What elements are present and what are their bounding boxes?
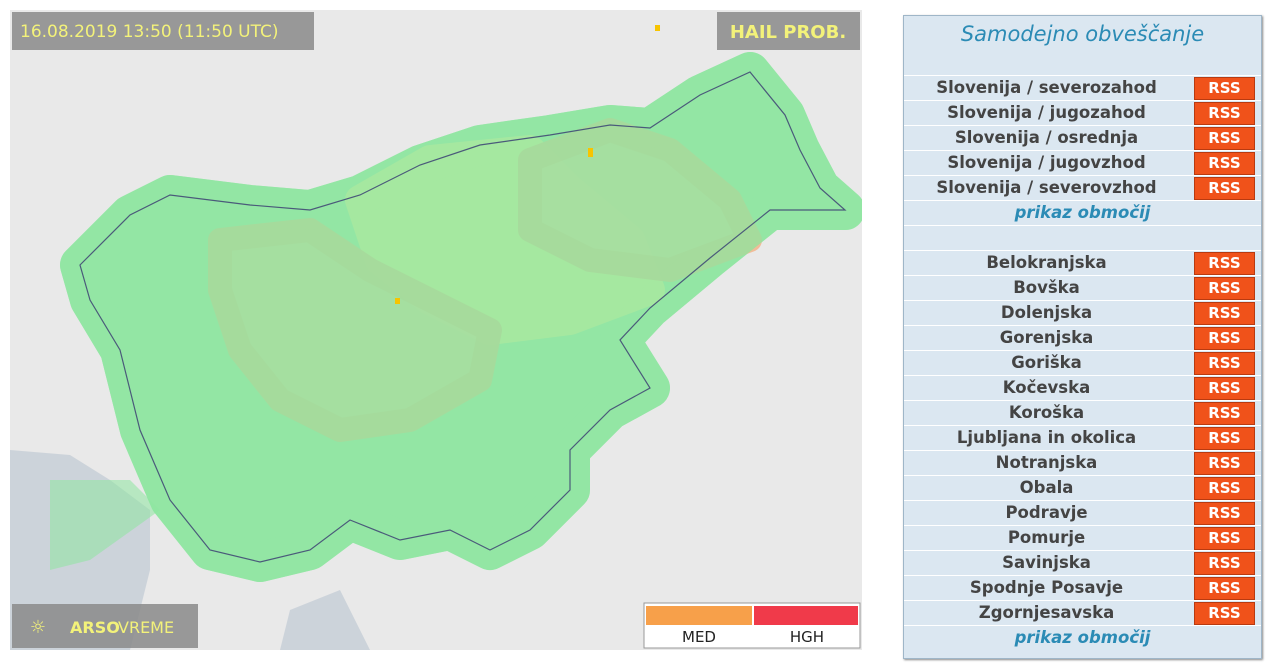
rss-button[interactable]: RSS <box>1194 127 1255 150</box>
region-row: Slovenija / severovzhod RSS <box>904 175 1261 200</box>
region-row: Kočevska RSS <box>904 375 1261 400</box>
region-row: Podravje RSS <box>904 500 1261 525</box>
region-row: Notranjska RSS <box>904 450 1261 475</box>
timestamp-box <box>12 12 314 50</box>
region-name: Slovenija / severozahod <box>936 78 1157 97</box>
region-name: Zgornjesavska <box>978 603 1115 622</box>
rss-button[interactable]: RSS <box>1194 402 1255 425</box>
region-name: Obala <box>1019 478 1074 497</box>
legend-label: MED <box>682 628 716 646</box>
hail-cell <box>588 148 593 157</box>
sea <box>280 590 370 650</box>
legend-label: HGH <box>790 628 824 646</box>
region-row: Slovenija / jugozahod RSS <box>904 100 1261 125</box>
region-row: Spodnje Posavje RSS <box>904 575 1261 600</box>
logo-suffix: VREME <box>118 618 174 637</box>
region-row: Savinjska RSS <box>904 550 1261 575</box>
rss-button[interactable]: RSS <box>1194 552 1255 575</box>
logo-brand: ARSO <box>70 618 120 637</box>
rss-button[interactable]: RSS <box>1194 502 1255 525</box>
rss-button[interactable]: RSS <box>1194 302 1255 325</box>
rss-button[interactable]: RSS <box>1194 477 1255 500</box>
rss-button[interactable]: RSS <box>1194 152 1255 175</box>
rss-button[interactable]: RSS <box>1194 252 1255 275</box>
sidebar-title: Samodejno obveščanje <box>960 22 1205 46</box>
product-box <box>717 12 860 50</box>
region-name: Slovenija / severovzhod <box>936 178 1157 197</box>
map: 16.08.2019 13:50 (11:50 UTC) HAIL PROB. … <box>10 10 862 650</box>
rss-button[interactable]: RSS <box>1194 177 1255 200</box>
spacer-row <box>904 225 1261 250</box>
rss-button[interactable]: RSS <box>1194 77 1255 100</box>
region-name: Bovška <box>1013 278 1080 297</box>
timestamp: 16.08.2019 13:50 (11:50 UTC) <box>20 22 279 42</box>
region-row: Zgornjesavska RSS <box>904 600 1261 625</box>
region-name: Notranjska <box>995 453 1098 472</box>
sidebar: Samodejno obveščanje Slovenija / severoz… <box>903 15 1262 659</box>
rss-button[interactable]: RSS <box>1194 577 1255 600</box>
region-row: Obala RSS <box>904 475 1261 500</box>
region-name: Koroška <box>1008 403 1085 422</box>
region-row: Ljubljana in okolica RSS <box>904 425 1261 450</box>
region-name: Slovenija / osrednja <box>954 128 1139 147</box>
region-row: Goriška RSS <box>904 350 1261 375</box>
rss-button[interactable]: RSS <box>1194 602 1255 625</box>
region-row: Belokranjska RSS <box>904 250 1261 275</box>
region-row: Dolenjska RSS <box>904 300 1261 325</box>
region-row: Slovenija / jugovzhod RSS <box>904 150 1261 175</box>
logo-icon: ☼ <box>30 617 46 638</box>
rss-button[interactable]: RSS <box>1194 327 1255 350</box>
rss-button[interactable]: RSS <box>1194 427 1255 450</box>
region-row: Koroška RSS <box>904 400 1261 425</box>
region-name: Spodnje Posavje <box>969 578 1124 597</box>
region-name: Ljubljana in okolica <box>956 428 1137 447</box>
link-row: prikaz območij <box>904 625 1261 650</box>
region-name: Podravje <box>1005 503 1088 522</box>
map-link[interactable]: prikaz območij <box>1014 628 1151 647</box>
legend-swatch <box>754 606 858 625</box>
region-name: Belokranjska <box>986 253 1107 272</box>
legend-swatch <box>646 606 752 625</box>
link-row: prikaz območij <box>904 200 1261 225</box>
logo-box <box>12 604 198 648</box>
region-row: Gorenjska RSS <box>904 325 1261 350</box>
region-row: Slovenija / osrednja RSS <box>904 125 1261 150</box>
region-row: Slovenija / severozahod RSS <box>904 75 1261 100</box>
region-name: Slovenija / jugozahod <box>947 103 1146 122</box>
region-name: Gorenjska <box>999 328 1094 347</box>
region-row: Bovška RSS <box>904 275 1261 300</box>
rss-button[interactable]: RSS <box>1194 527 1255 550</box>
region-name: Slovenija / jugovzhod <box>947 153 1146 172</box>
region-name: Pomurje <box>1007 528 1086 547</box>
product-label: HAIL PROB. <box>730 22 846 43</box>
hail-cell <box>395 298 400 304</box>
rss-button[interactable]: RSS <box>1194 102 1255 125</box>
region-row: Pomurje RSS <box>904 525 1261 550</box>
warning-area <box>50 480 160 570</box>
region-name: Dolenjska <box>1000 303 1093 322</box>
hail-cell <box>655 25 660 31</box>
rss-button[interactable]: RSS <box>1194 377 1255 400</box>
rss-button[interactable]: RSS <box>1194 452 1255 475</box>
border <box>79 71 847 563</box>
map-link[interactable]: prikaz območij <box>1014 203 1151 222</box>
region-name: Goriška <box>1011 353 1082 372</box>
region-name: Kočevska <box>1002 378 1091 397</box>
region-name: Savinjska <box>1002 553 1091 572</box>
rss-button[interactable]: RSS <box>1194 352 1255 375</box>
rss-button[interactable]: RSS <box>1194 277 1255 300</box>
